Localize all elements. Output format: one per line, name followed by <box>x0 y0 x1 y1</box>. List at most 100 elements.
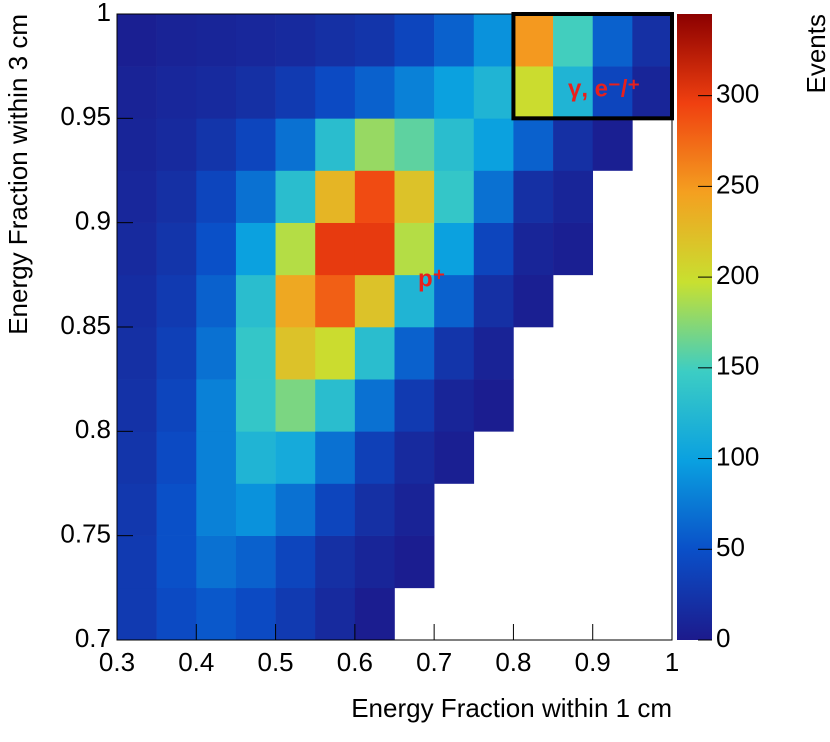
heatmap-cell <box>434 327 475 380</box>
heatmap-cell <box>235 274 276 328</box>
heatmap-cell <box>117 327 157 380</box>
heatmap-cell <box>235 118 276 171</box>
colorbar-tick-label: 100 <box>716 441 759 471</box>
heatmap-cell <box>156 222 197 276</box>
heatmap-cell <box>156 483 197 536</box>
y-axis-title: Energy Fraction within 3 cm <box>3 14 33 335</box>
heatmap-cell <box>553 66 594 119</box>
heatmap-cell <box>434 118 475 171</box>
heatmap-cell <box>315 14 356 67</box>
heatmap-cell <box>553 222 594 276</box>
heatmap-cell <box>473 118 514 171</box>
colorbar-tick-label: 0 <box>716 623 730 653</box>
heatmap-cell <box>117 118 157 171</box>
heatmap-cell <box>553 170 594 223</box>
heatmap-cell <box>315 66 356 119</box>
colorbar <box>677 14 712 640</box>
heatmap-cell <box>235 483 276 536</box>
heatmap-cell <box>394 14 435 67</box>
heatmap-cell <box>275 66 316 119</box>
heatmap-cell <box>196 222 237 276</box>
heatmap-cell <box>235 431 276 484</box>
heatmap-cell <box>275 379 316 432</box>
heatmap-cell <box>235 170 276 223</box>
heatmap-cell <box>354 170 395 223</box>
heatmap-cell <box>117 483 157 536</box>
heatmap-cell <box>235 587 276 641</box>
heatmap-cell <box>196 66 237 119</box>
colorbar-title: Events <box>801 14 830 94</box>
heatmap-cell <box>156 66 197 119</box>
heatmap-cell <box>354 118 395 171</box>
heatmap-cell <box>513 274 554 328</box>
heatmap-cell <box>235 14 276 67</box>
annotation: γ, e⁻/⁺ <box>568 75 640 102</box>
heatmap-cell <box>275 483 316 536</box>
heatmap-cell <box>473 379 514 432</box>
heatmap-cell <box>394 535 435 589</box>
heatmap-cell <box>354 379 395 432</box>
heatmap-cell <box>235 535 276 589</box>
y-tick-label: 0.75 <box>60 519 111 549</box>
heatmap-cell <box>394 118 435 171</box>
heatmap-cell <box>354 222 395 276</box>
heatmap-cell <box>117 274 157 328</box>
heatmap-cell <box>156 327 197 380</box>
heatmap-cell <box>354 14 395 67</box>
heatmap-cell <box>196 118 237 171</box>
heatmap-cell <box>275 222 316 276</box>
heatmap-cell <box>196 483 237 536</box>
heatmap-cell <box>592 118 633 171</box>
heatmap-cell <box>592 66 633 119</box>
heatmap-cell <box>513 66 554 119</box>
heatmap-cell <box>354 431 395 484</box>
heatmap-cell <box>434 431 475 484</box>
x-tick-label: 0.9 <box>575 647 611 677</box>
heatmap-cell <box>315 535 356 589</box>
heatmap-cell <box>235 66 276 119</box>
heatmap-cell <box>632 14 673 67</box>
heatmap-cell <box>473 14 514 67</box>
heatmap-cell <box>473 170 514 223</box>
heatmap-cell <box>354 66 395 119</box>
heatmap-cell <box>117 535 157 589</box>
heatmap-cell <box>117 170 157 223</box>
heatmap-cell <box>632 66 673 119</box>
y-tick-label: 1 <box>97 0 111 27</box>
heatmap-cell <box>275 170 316 223</box>
heatmap-cell <box>156 431 197 484</box>
heatmap-cell <box>196 379 237 432</box>
y-tick-label: 0.8 <box>75 414 111 444</box>
heatmap-cell <box>394 274 435 328</box>
x-axis-title: Energy Fraction within 1 cm <box>351 693 672 723</box>
heatmap-cell <box>553 14 594 67</box>
heatmap-cell <box>354 327 395 380</box>
y-tick-label: 0.9 <box>75 206 111 236</box>
heatmap-cell <box>315 274 356 328</box>
heatmap-cell <box>117 379 157 432</box>
heatmap-cell <box>553 118 594 171</box>
heatmap-cell <box>513 14 554 67</box>
heatmap-cell <box>196 535 237 589</box>
heatmap-cell <box>235 379 276 432</box>
x-tick-label: 0.3 <box>99 647 135 677</box>
x-tick-label: 0.5 <box>257 647 293 677</box>
colorbar-tick-label: 300 <box>716 79 759 109</box>
heatmap-cell <box>354 535 395 589</box>
x-tick-label: 0.4 <box>178 647 214 677</box>
y-tick-label: 0.95 <box>60 101 111 131</box>
heatmap-cell <box>315 118 356 171</box>
y-tick-label: 0.7 <box>75 623 111 653</box>
heatmap-cell <box>275 118 316 171</box>
heatmap-cell <box>592 14 633 67</box>
heatmap-cell <box>156 587 197 641</box>
heatmap-cell <box>235 327 276 380</box>
heatmap-cell <box>394 431 435 484</box>
heatmap-cell <box>156 379 197 432</box>
heatmap-cell <box>156 14 197 67</box>
heatmap-cell <box>315 431 356 484</box>
heatmap-cell <box>434 14 475 67</box>
heatmap-cell <box>394 222 435 276</box>
heatmap-cell <box>315 170 356 223</box>
